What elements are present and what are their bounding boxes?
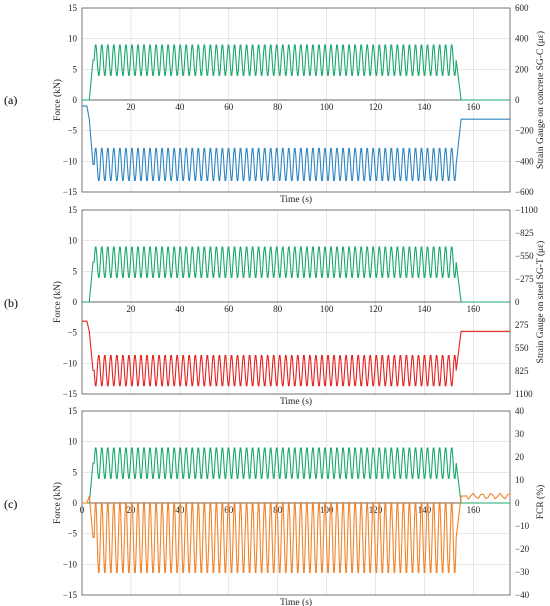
panel-b-y2tick-label: 1100 [515,389,533,399]
panel-c-y2tick-label: −30 [515,567,530,577]
panel-b-series-force [82,246,510,303]
panel-b-ytick-label: −10 [63,358,78,368]
panel-a-xtick-label: 60 [224,102,234,112]
panel-a-ytick-label: 5 [73,64,78,74]
panel-a-ytick-label: −5 [67,126,77,136]
panel-c-y2tick-label: 0 [515,498,520,508]
panel-c-ytick-label: 15 [68,406,78,416]
panel-c-xtick-label: 140 [418,505,432,515]
panel-c-series-fcr [82,492,511,574]
panel-b-xtick-label: 120 [369,304,383,314]
panel-c-y2tick-label: −20 [515,544,530,554]
panel-c-y2tick-label: 20 [515,452,525,462]
panel-b-y2tick-label: −1100 [515,205,538,215]
panel-a-y2tick-label: 0 [515,95,520,105]
panel-a: (a) Strain Gauge on concrete SG-C (με) 1… [4,3,546,205]
panel-b-y2tick-label: 0 [515,297,520,307]
panel-c-y2tick-label: 40 [515,406,525,416]
panel-a-x-axis-title: Time (s) [280,194,312,205]
panel-a-xtick-label: 100 [320,102,334,112]
panel-b-y2tick-label: 275 [515,320,529,330]
panel-b-right-axis-title: Strain Gauge on steel SG-T (με) [535,241,546,364]
panel-a-xtick-label: 120 [369,102,383,112]
panel-a-ytick-label: 15 [68,3,78,13]
panel-a-ytick-label: −10 [63,156,78,166]
panel-a-y2tick-label: −200 [515,126,534,136]
panel-c-xtick-label: 160 [467,505,481,515]
panel-c-y-axis-title: Force (kN) [52,482,63,524]
panel-b-xtick-label: 20 [126,304,136,314]
panel-c-ytick-label: 5 [73,467,78,477]
panel-c-xtick-label: 80 [273,505,283,515]
panel-c-y2tick-label: 30 [515,429,525,439]
panel-b-y2tick-label: −825 [515,228,534,238]
panel-a-xtick-label: 80 [273,102,283,112]
panel-c-y2tick-label: −10 [515,521,530,531]
panel-b-y2tick-label: −550 [515,251,534,261]
panel-c-xtick-label: 0 [80,505,85,515]
panel-c-ytick-label: −5 [67,529,77,539]
panel-b-ytick-label: 15 [68,205,78,215]
panel-a-xtick-label: 160 [467,102,481,112]
panel-a-series-force [82,44,510,101]
panel-a-ytick-label: 10 [68,34,78,44]
panel-b-xtick-label: 140 [418,304,432,314]
panel-b-ytick-label: 5 [73,266,78,276]
panel-c-ytick-label: −10 [63,559,78,569]
panel-a-y2tick-label: 600 [515,3,529,13]
panel-b-x-axis-title: Time (s) [280,396,312,407]
panel-a-xtick-label: 20 [126,102,136,112]
panel-a-xtick-label: 140 [418,102,432,112]
panel-c-y2tick-label: 10 [515,475,525,485]
panel-a-y2tick-label: 400 [515,34,529,44]
panel-b-ytick-label: −15 [63,389,78,399]
panel-b-y2tick-label: −275 [515,274,534,284]
panel-a-y2tick-label: −400 [515,156,534,166]
panel-a-y2tick-label: −600 [515,187,534,197]
panel-c: (c) FCR (%) 151050−5−10−15403020100−10−2… [4,406,546,606]
panel-c-ytick-label: 10 [68,437,78,447]
panel-a-ytick-label: 0 [73,95,78,105]
panel-b-xtick-label: 60 [224,304,234,314]
panel-b: (b) Strain Gauge on steel SG-T (με) 15 10… [4,205,546,407]
panel-b-ytick-label: 0 [73,297,78,307]
panel-a-y2tick-label: 200 [515,64,529,74]
panel-b-label: (b) [4,296,18,310]
panel-b-ytick-label: −5 [67,328,77,338]
panel-a-right-axis-title: Strain Gauge on concrete SG-C (με) [535,31,546,169]
panel-a-ytick-label: −15 [63,187,78,197]
panel-c-xtick-label: 120 [369,505,383,515]
panel-a-y-axis-title: Force (kN) [52,79,63,121]
panel-a-label: (a) [4,93,17,107]
panel-b-y-axis-title: Force (kN) [52,281,63,323]
panel-b-xtick-label: 40 [175,304,185,314]
panel-c-right-axis-title: FCR (%) [535,485,546,520]
panel-b-ytick-label: 10 [68,236,78,246]
panel-c-ytick-label: −15 [63,590,78,600]
panel-a-xtick-label: 40 [175,102,185,112]
panel-c-x-axis-title: Time (s) [280,597,312,606]
panel-b-series-sg-t [82,320,510,387]
panel-b-y2tick-label: 550 [515,343,529,353]
panel-b-xtick-label: 160 [467,304,481,314]
panel-c-ytick-label: 0 [73,498,78,508]
panel-b-xtick-label: 100 [320,304,334,314]
panel-c-label: (c) [4,497,17,511]
panel-c-series-force [82,447,510,504]
panel-c-xtick-label: 100 [320,505,334,515]
panel-c-y2tick-label: −40 [515,590,530,600]
panel-b-xtick-label: 80 [273,304,283,314]
panel-a-series-sg-c [82,105,510,181]
panel-b-y2tick-label: 825 [515,366,529,376]
